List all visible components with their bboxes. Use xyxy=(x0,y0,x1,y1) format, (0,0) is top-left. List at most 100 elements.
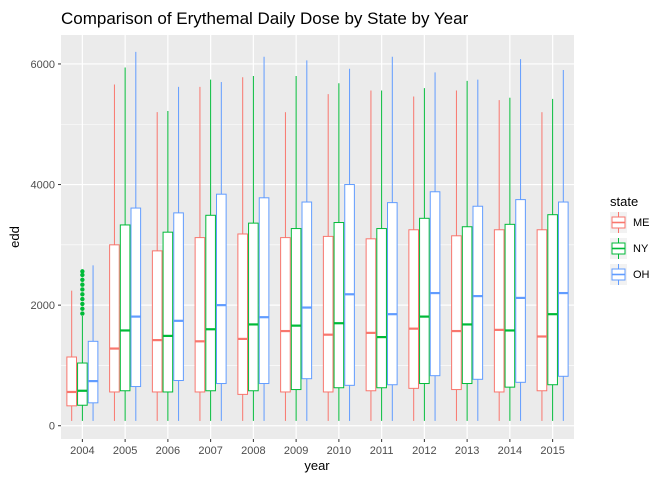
box-me-2009 xyxy=(280,112,291,421)
box-iqr xyxy=(547,214,558,386)
outlier-point xyxy=(80,277,85,283)
box-iqr xyxy=(429,191,441,377)
box-ny-2010 xyxy=(333,83,345,421)
x-tick-label: 2014 xyxy=(498,445,522,457)
box-ny-2004 xyxy=(77,269,88,421)
box-iqr xyxy=(451,235,462,391)
x-tick-label: 2007 xyxy=(198,445,222,457)
box-ny-2011 xyxy=(376,90,387,421)
box-ny-2008 xyxy=(248,76,259,421)
legend-item-me: ME xyxy=(610,212,650,233)
box-iqr xyxy=(290,228,302,391)
box-series xyxy=(66,51,569,421)
outlier-point xyxy=(80,287,85,292)
box-iqr xyxy=(301,201,313,380)
box-me-2008 xyxy=(237,77,248,421)
box-oh-2010 xyxy=(344,68,355,421)
box-iqr xyxy=(461,226,473,385)
box-iqr xyxy=(162,231,174,393)
box-ny-2014 xyxy=(504,97,516,421)
box-ny-2015 xyxy=(547,98,558,421)
box-me-2014 xyxy=(493,100,505,421)
box-iqr xyxy=(344,184,355,386)
box-oh-2015 xyxy=(558,69,569,421)
plot-background xyxy=(61,35,574,439)
box-iqr xyxy=(280,237,291,393)
outlier-point xyxy=(80,306,85,311)
x-tick-label: 2015 xyxy=(540,445,564,457)
y-tick-label: 0 xyxy=(49,421,55,433)
box-iqr xyxy=(365,238,377,392)
box-me-2004 xyxy=(66,290,77,421)
box-iqr xyxy=(216,193,227,385)
box-iqr xyxy=(151,250,163,393)
box-iqr xyxy=(130,207,142,388)
box-iqr xyxy=(322,235,334,393)
box-iqr xyxy=(419,217,430,385)
box-oh-2007 xyxy=(216,82,227,421)
x-tick-label: 2004 xyxy=(70,445,94,457)
box-iqr xyxy=(237,233,248,395)
box-iqr xyxy=(493,229,505,393)
box-oh-2008 xyxy=(258,56,270,421)
box-oh-2004 xyxy=(87,265,99,421)
series-me xyxy=(66,77,548,421)
box-me-2013 xyxy=(451,90,462,421)
box-me-2011 xyxy=(365,90,377,421)
legend-label: OH xyxy=(633,269,650,281)
legend-label: NY xyxy=(633,243,649,255)
x-tick-label: 2010 xyxy=(327,445,351,457)
box-iqr xyxy=(87,340,99,404)
x-tick-label: 2005 xyxy=(113,445,137,457)
box-iqr xyxy=(66,356,77,407)
box-iqr xyxy=(194,237,206,393)
x-tick-label: 2013 xyxy=(455,445,479,457)
box-me-2007 xyxy=(194,86,206,421)
box-iqr xyxy=(205,214,216,392)
y-tick-label: 6000 xyxy=(31,59,55,71)
box-iqr xyxy=(408,229,419,389)
series-oh xyxy=(87,51,569,421)
box-iqr xyxy=(536,229,548,392)
x-axis: 2004 2005 2006 2007 2008 2009 2010 2011 2012 2013… xyxy=(70,439,565,457)
box-oh-2005 xyxy=(130,51,142,421)
y-tick-label: 2000 xyxy=(31,300,55,312)
box-iqr xyxy=(258,197,270,385)
legend: state ME NY OH xyxy=(610,194,650,285)
box-iqr xyxy=(333,222,345,389)
box-ny-2013 xyxy=(461,80,473,421)
y-tick-label: 4000 xyxy=(31,180,55,192)
series-ny xyxy=(77,67,558,421)
outlier-point xyxy=(80,272,85,278)
outlier-point xyxy=(80,282,85,287)
box-oh-2006 xyxy=(173,86,184,421)
y-axis: 0 2000 4000 6000 xyxy=(31,59,61,433)
x-tick-label: 2008 xyxy=(241,445,265,457)
box-iqr xyxy=(515,199,526,383)
legend-item-oh: OH xyxy=(610,264,650,285)
outlier-point xyxy=(80,292,85,297)
box-iqr xyxy=(119,224,131,392)
outlier-point xyxy=(80,311,85,316)
x-axis-title: year xyxy=(304,458,330,473)
box-iqr xyxy=(376,228,387,389)
box-ny-2006 xyxy=(162,110,174,421)
box-iqr xyxy=(173,212,184,382)
box-iqr xyxy=(558,201,569,377)
box-oh-2009 xyxy=(301,60,313,421)
box-ny-2007 xyxy=(205,79,216,421)
box-oh-2011 xyxy=(387,56,398,421)
x-tick-label: 2009 xyxy=(284,445,308,457)
box-iqr xyxy=(472,205,484,380)
box-iqr xyxy=(77,362,88,406)
box-me-2012 xyxy=(408,96,419,421)
box-iqr xyxy=(109,244,120,393)
box-me-2015 xyxy=(536,112,548,421)
y-axis-title: edd xyxy=(7,226,22,248)
chart-title: Comparison of Erythemal Daily Dose by St… xyxy=(61,9,469,28)
box-iqr xyxy=(248,222,259,392)
box-ny-2005 xyxy=(119,67,131,421)
box-ny-2009 xyxy=(290,76,302,421)
legend-items: ME NY OH xyxy=(610,212,650,285)
